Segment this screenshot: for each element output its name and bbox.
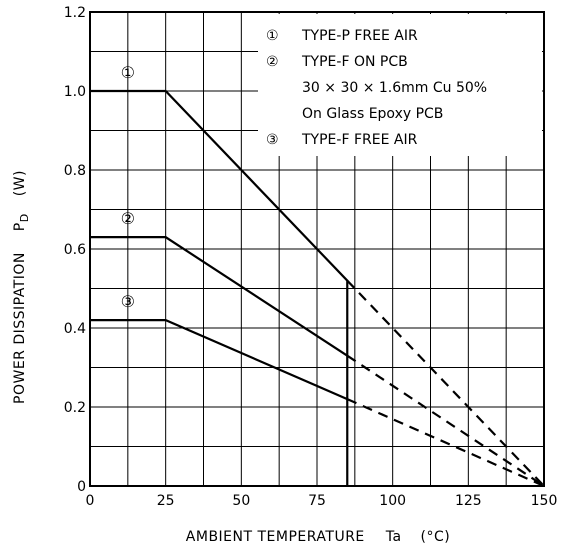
y-axis-title: POWER DISSIPATION: [12, 252, 28, 404]
y-tick-label: 0.6: [64, 242, 86, 258]
y-tick-label: 0.8: [64, 163, 86, 179]
tick-labels: 0 25 50 75 100 125 150 0 0.2 0.4 0.6 0.8 1.0 1.2: [64, 5, 558, 509]
series-2-solid-line: [90, 236, 348, 357]
y-tick-label: 0: [77, 479, 86, 495]
legend-marker-1: ①: [266, 28, 279, 44]
legend-text-1-1: TYPE-P FREE AIR: [301, 28, 418, 44]
plot-frame: [89, 11, 545, 487]
y-axis-symbol: P: [12, 222, 28, 231]
y-axis-label: POWER DISSIPATION PD (W): [12, 170, 32, 404]
y-axis-unit: (W): [12, 170, 28, 196]
series-3-solid-line: [90, 319, 348, 401]
curve-marker-2: ②: [121, 209, 135, 228]
x-axis-title: AMBIENT TEMPERATURE: [186, 529, 365, 545]
legend-marker-2: ②: [266, 54, 279, 70]
x-tick-label: 0: [86, 493, 95, 509]
curve-marker-3: ③: [121, 292, 135, 311]
x-tick-label: 125: [455, 493, 482, 509]
x-axis-label: AMBIENT TEMPERATURE Ta (°C): [186, 529, 450, 545]
y-tick-label: 0.2: [64, 400, 86, 416]
legend: ① TYPE-P FREE AIR ② TYPE-F ON PCB 30 × 30 × …: [266, 28, 487, 148]
x-tick-label: 25: [157, 493, 175, 509]
legend-background: [258, 14, 542, 156]
x-axis-unit: (°C): [421, 529, 451, 545]
legend-marker-3: ③: [266, 132, 279, 148]
y-tick-label: 1.2: [64, 5, 86, 21]
series-lines: [90, 89, 545, 488]
series-1-dashed-line: [346, 279, 545, 487]
legend-text-2-3: On Glass Epoxy PCB: [302, 106, 443, 122]
y-tick-label: 1.0: [64, 84, 86, 100]
legend-text-3-1: TYPE-F FREE AIR: [301, 132, 418, 148]
x-tick-label: 100: [379, 493, 406, 509]
y-tick-label: 0.4: [64, 321, 86, 337]
x-tick-label: 150: [531, 493, 558, 509]
series-1-solid-line: [90, 89, 349, 486]
x-tick-label: 50: [232, 493, 250, 509]
x-axis-symbol: Ta: [385, 529, 402, 545]
series-3-dashed-line: [346, 398, 545, 488]
curve-markers: ① ② ③: [121, 63, 135, 311]
series-2-dashed-line: [346, 354, 545, 487]
y-axis-symbol-sub: D: [18, 213, 31, 222]
legend-text-2-1: TYPE-F ON PCB: [301, 54, 408, 70]
curve-marker-1: ①: [121, 63, 135, 82]
legend-text-2-2: 30 × 30 × 1.6mm Cu 50%: [302, 80, 487, 96]
x-tick-label: 75: [308, 493, 326, 509]
